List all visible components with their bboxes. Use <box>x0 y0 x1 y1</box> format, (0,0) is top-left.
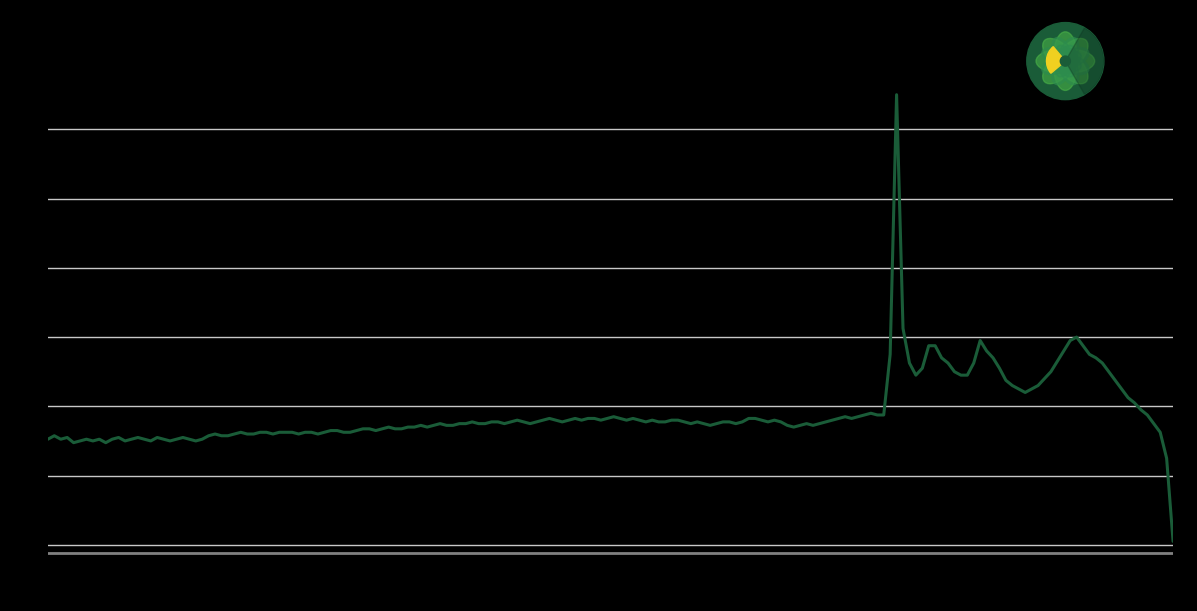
Circle shape <box>1061 56 1070 66</box>
Wedge shape <box>1065 27 1104 95</box>
Ellipse shape <box>1043 38 1080 75</box>
Ellipse shape <box>1055 45 1078 85</box>
Ellipse shape <box>1041 48 1081 71</box>
Ellipse shape <box>1053 32 1077 78</box>
Ellipse shape <box>1053 45 1077 90</box>
Ellipse shape <box>1051 47 1088 84</box>
Ellipse shape <box>1050 51 1089 75</box>
Ellipse shape <box>1055 37 1078 77</box>
Ellipse shape <box>1035 49 1082 73</box>
Ellipse shape <box>1041 51 1081 75</box>
Wedge shape <box>1046 46 1065 73</box>
Circle shape <box>1027 23 1104 100</box>
Ellipse shape <box>1043 47 1080 84</box>
Ellipse shape <box>1052 45 1076 85</box>
Ellipse shape <box>1049 49 1094 73</box>
Ellipse shape <box>1051 38 1088 75</box>
Ellipse shape <box>1052 37 1076 77</box>
Ellipse shape <box>1050 48 1089 71</box>
